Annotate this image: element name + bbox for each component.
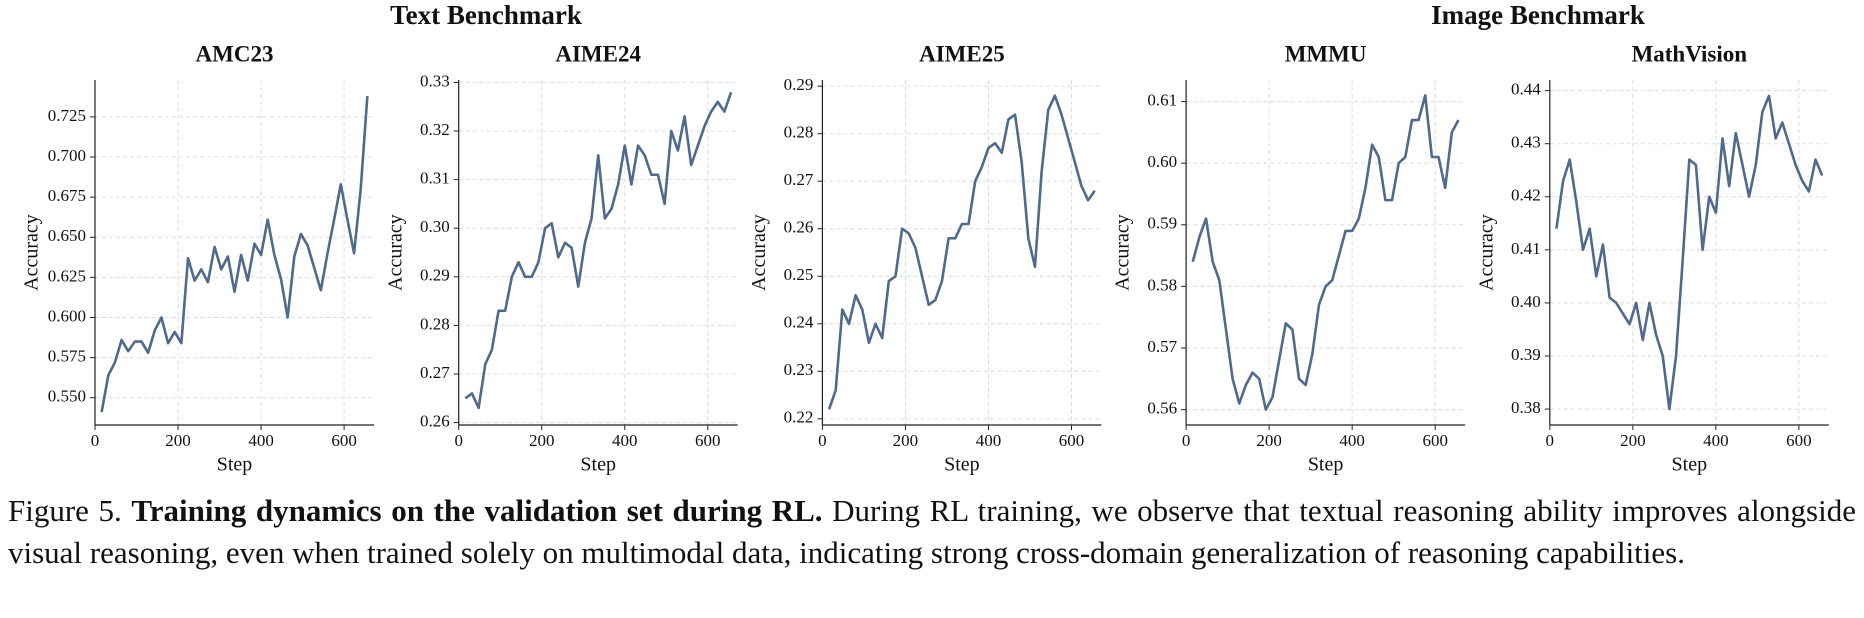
data-line [464,91,733,410]
y-axis-label: Accuracy [1475,214,1497,291]
y-axis-label: Accuracy [1112,214,1134,291]
y-tick-label: 0.58 [1147,275,1177,294]
y-tick-label: 0.60 [1147,152,1177,171]
x-tick-label: 200 [1620,431,1646,450]
x-tick-label: 600 [695,431,721,450]
data-line [827,94,1096,410]
y-tick-label: 0.57 [1147,337,1177,356]
caption: Figure 5. Training dynamics on the valid… [8,490,1856,574]
y-tick-label: 0.575 [48,347,86,366]
y-tick-label: 0.31 [420,169,450,188]
x-tick-label: 0 [818,431,827,450]
x-tick-label: 0 [91,431,100,450]
caption-title: Training dynamics on the validation set … [131,493,823,528]
y-tick-label: 0.43 [1511,133,1541,152]
y-tick-label: 0.41 [1511,239,1541,258]
y-tick-label: 0.42 [1511,186,1541,205]
x-axis-label: Step [217,454,253,476]
data-line [100,95,369,413]
y-tick-label: 0.29 [784,75,814,94]
y-tick-label: 0.700 [48,146,86,165]
y-tick-label: 0.24 [784,313,814,332]
y-tick-label: 0.40 [1511,292,1541,311]
y-tick-label: 0.44 [1511,80,1541,99]
x-tick-label: 0 [1182,431,1191,450]
y-tick-label: 0.25 [784,265,814,284]
y-tick-label: 0.28 [420,314,450,333]
caption-label: Figure 5. [8,493,122,528]
x-tick-label: 600 [1786,431,1812,450]
y-tick-label: 0.28 [784,123,814,142]
group-heading: Text Benchmark [390,0,582,30]
y-tick-label: 0.600 [48,306,86,325]
y-tick-label: 0.33 [420,71,450,90]
y-tick-label: 0.32 [420,120,450,139]
y-axis-label: Accuracy [21,214,43,291]
y-tick-label: 0.56 [1147,399,1177,418]
x-tick-label: 400 [1703,431,1729,450]
y-tick-label: 0.26 [784,218,814,237]
caption-text: During RL training, we observe that text… [8,493,1856,570]
x-axis-label: Step [944,454,980,476]
y-tick-label: 0.26 [420,411,450,430]
y-tick-label: 0.550 [48,387,86,406]
group-heading: Image Benchmark [1431,0,1645,30]
x-tick-label: 200 [529,431,555,450]
x-tick-label: 200 [1256,431,1282,450]
x-tick-label: 400 [612,431,638,450]
x-tick-label: 200 [165,431,191,450]
x-tick-label: 0 [1546,431,1555,450]
y-tick-label: 0.30 [420,217,450,236]
x-tick-label: 400 [248,431,274,450]
y-tick-label: 0.59 [1147,214,1177,233]
y-tick-label: 0.61 [1147,90,1177,109]
x-tick-label: 0 [454,431,463,450]
y-tick-label: 0.725 [48,106,86,125]
x-axis-label: Step [1308,454,1344,476]
y-tick-label: 0.22 [784,408,814,427]
x-tick-label: 600 [1059,431,1085,450]
x-axis-label: Step [580,454,616,476]
y-tick-label: 0.675 [48,186,86,205]
y-tick-label: 0.29 [420,266,450,285]
chart-title: AIME24 [555,41,641,66]
y-tick-label: 0.23 [784,360,814,379]
chart-title: MMMU [1285,41,1367,66]
x-tick-label: 400 [976,431,1002,450]
x-tick-label: 600 [331,431,357,450]
y-tick-label: 0.27 [420,363,450,382]
chart-title: AIME25 [919,41,1005,66]
x-tick-label: 200 [893,431,919,450]
y-tick-label: 0.39 [1511,345,1541,364]
data-line [1191,94,1460,411]
figure: Text Benchmark Image Benchmark AMC23 0.55… [21,0,1829,476]
chart-title: MathVision [1632,41,1748,66]
data-line [1555,94,1824,411]
x-axis-label: Step [1672,454,1708,476]
y-axis-label: Accuracy [748,214,770,291]
y-axis-label: Accuracy [384,214,406,291]
y-tick-label: 0.38 [1511,398,1541,417]
x-tick-label: 400 [1339,431,1365,450]
chart-title: AMC23 [196,41,274,66]
y-tick-label: 0.625 [48,266,86,285]
x-tick-label: 600 [1422,431,1448,450]
y-tick-label: 0.650 [48,226,86,245]
y-tick-label: 0.27 [784,170,814,189]
